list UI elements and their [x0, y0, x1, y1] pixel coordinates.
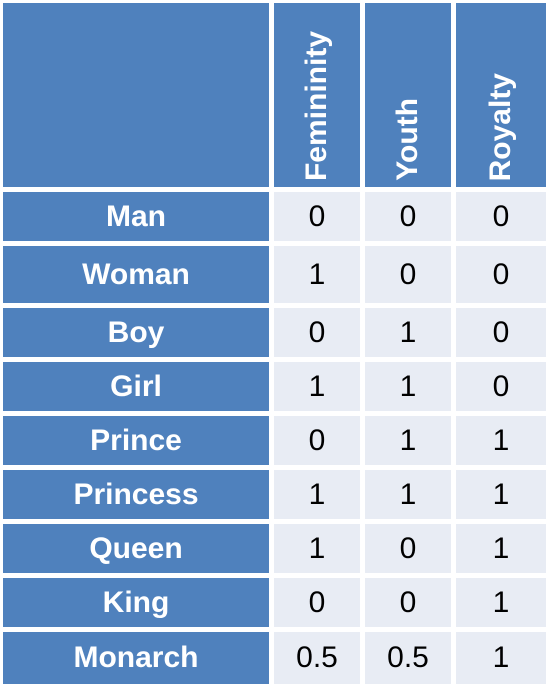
table-cell: 1 — [274, 524, 360, 573]
row-header-man: Man — [3, 192, 269, 241]
row-header-princess: Princess — [3, 470, 269, 519]
row-header-king: King — [3, 578, 269, 627]
table-cell: 1 — [456, 524, 546, 573]
row-header-prince: Prince — [3, 416, 269, 465]
column-header-label: Royalty — [484, 72, 517, 181]
row-header-woman: Woman — [3, 246, 269, 303]
table-cell: 1 — [365, 362, 451, 411]
table-cell: 1 — [456, 470, 546, 519]
table-cell: 1 — [274, 246, 360, 303]
row-header-queen: Queen — [3, 524, 269, 573]
row-header-monarch: Monarch — [3, 632, 269, 684]
column-header-youth: Youth — [365, 3, 451, 187]
row-header-girl: Girl — [3, 362, 269, 411]
table-cell: 1 — [456, 632, 546, 684]
table-cell: 1 — [274, 470, 360, 519]
table-corner — [3, 3, 269, 187]
table-cell: 0 — [365, 246, 451, 303]
table-cell: 0 — [456, 362, 546, 411]
table-cell: 0.5 — [365, 632, 451, 684]
column-header-label: Femininity — [300, 30, 333, 181]
column-header-femininity: Femininity — [274, 3, 360, 187]
column-header-royalty: Royalty — [456, 3, 546, 187]
table-cell: 0 — [274, 308, 360, 357]
table-cell: 0 — [365, 524, 451, 573]
row-header-boy: Boy — [3, 308, 269, 357]
table-cell: 1 — [365, 470, 451, 519]
table-cell: 1 — [456, 578, 546, 627]
table-cell: 0 — [365, 578, 451, 627]
table-cell: 0 — [456, 192, 546, 241]
feature-table: Femininity Youth Royalty Man 0 0 0 Woman… — [3, 3, 546, 684]
table-cell: 1 — [365, 416, 451, 465]
table-cell: 1 — [456, 416, 546, 465]
table-cell: 0 — [365, 192, 451, 241]
table-cell: 0 — [274, 192, 360, 241]
table-cell: 1 — [274, 362, 360, 411]
column-header-label: Youth — [391, 98, 424, 181]
table-cell: 0 — [274, 578, 360, 627]
table-cell: 1 — [365, 308, 451, 357]
table-cell: 0.5 — [274, 632, 360, 684]
table-cell: 0 — [274, 416, 360, 465]
table-cell: 0 — [456, 246, 546, 303]
table-cell: 0 — [456, 308, 546, 357]
